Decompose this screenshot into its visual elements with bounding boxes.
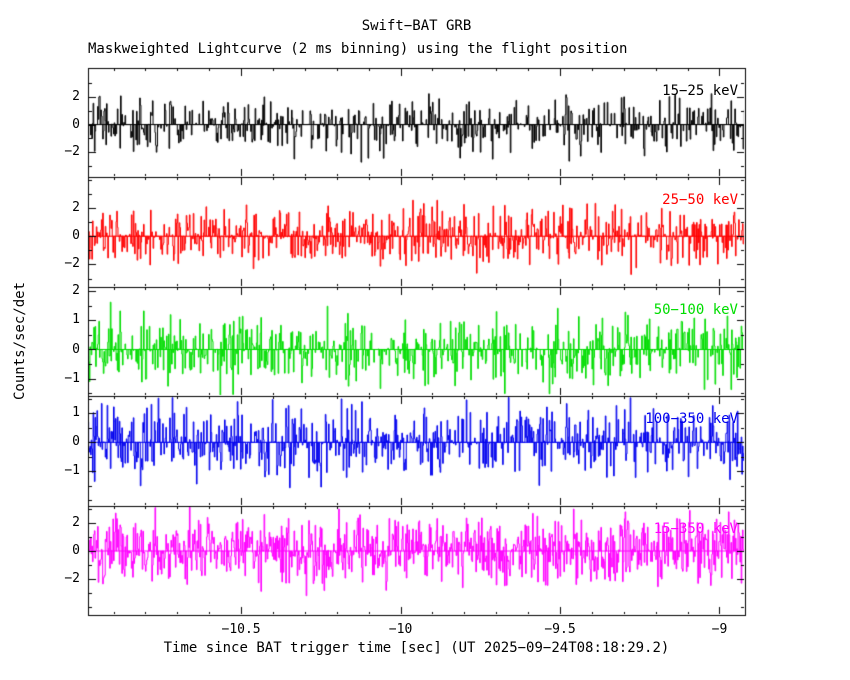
x-tick-label: −10 <box>388 622 413 637</box>
x-tick-label: −9.5 <box>544 622 576 637</box>
y-tick-label: 2 <box>72 514 80 530</box>
y-tick-label: 1 <box>72 312 80 328</box>
y-tick-label: 0 <box>72 341 80 357</box>
x-tick-label: −9 <box>711 622 728 637</box>
y-tick-label: 2 <box>72 200 80 216</box>
y-tick-label: 0 <box>72 542 80 558</box>
y-tick-label: 2 <box>72 283 80 299</box>
energy-band-label: 15−25 keV <box>662 83 738 99</box>
y-tick-label: 2 <box>72 89 80 105</box>
energy-band-label: 100−350 keV <box>645 411 738 428</box>
y-tick-label: −1 <box>64 463 80 479</box>
energy-band-label: 15−350 keV <box>653 520 738 537</box>
energy-band-label: 25−50 keV <box>662 192 738 209</box>
y-tick-label: 1 <box>72 405 80 421</box>
y-tick-label: −2 <box>64 571 80 586</box>
y-tick-label: −1 <box>64 370 80 386</box>
x-axis-label: Time since BAT trigger time [sec] (UT 20… <box>163 640 670 656</box>
y-tick-label: −2 <box>64 256 80 272</box>
figure-title: Swift−BAT GRB <box>361 18 472 34</box>
y-tick-label: 0 <box>72 434 80 450</box>
figure-subtitle: Maskweighted Lightcurve (2 ms binning) u… <box>88 41 628 57</box>
x-tick-label: −10.5 <box>221 622 261 637</box>
y-tick-label: 0 <box>72 228 80 244</box>
y-tick-label: 0 <box>72 116 80 132</box>
energy-band-label: 50−100 keV <box>653 301 738 318</box>
y-tick-label: −2 <box>64 144 80 160</box>
